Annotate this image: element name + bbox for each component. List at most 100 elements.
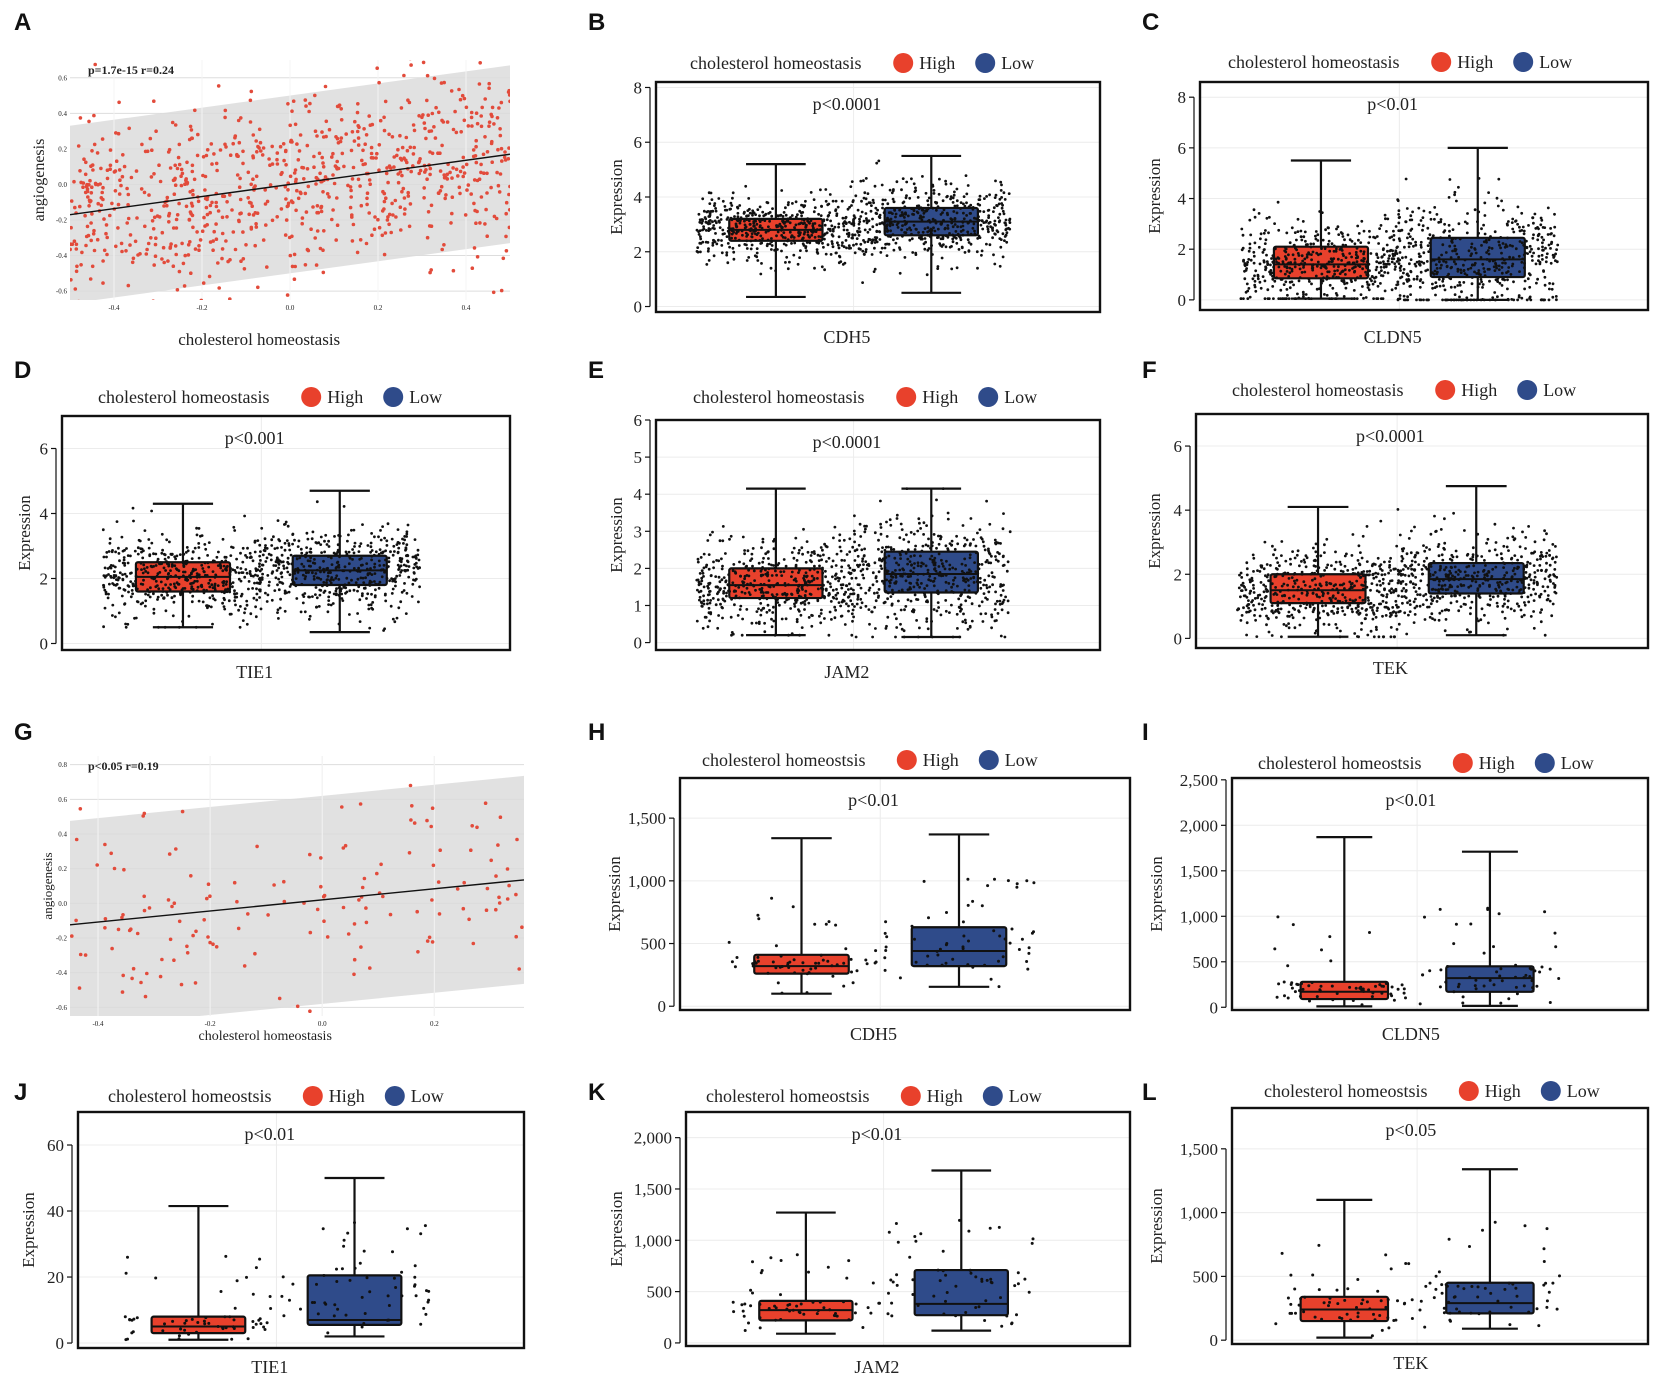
jitter-point [879,499,882,503]
jitter-point [819,612,823,615]
jitter-point [749,247,753,251]
jitter-point [870,204,873,208]
scatter-point [442,176,447,180]
jitter-point [960,562,964,566]
jitter-point [776,598,779,601]
jitter-point [268,580,271,584]
jitter-point [793,226,796,229]
jitter-point [1263,242,1267,246]
jitter-point [770,244,774,247]
jitter-point [1458,281,1461,284]
jitter-point [239,567,243,570]
jitter-point [1540,235,1544,239]
jitter-point [234,571,238,574]
jitter-point [922,533,925,536]
jitter-point [1409,270,1413,274]
scatter-point [312,154,316,159]
jitter-point [1302,235,1306,239]
jitter-point [721,597,725,601]
jitter-point [774,596,778,599]
jitter-point [762,606,766,610]
scatter-point [149,175,154,179]
jitter-point [129,595,133,599]
scatter-point [189,201,194,206]
scatter-point [116,202,121,207]
jitter-point [851,222,854,226]
jitter-point [399,600,403,604]
jitter-point [796,213,799,217]
jitter-point [197,527,201,530]
jitter-point [118,571,122,575]
jitter-point [273,547,277,550]
jitter-point [932,192,936,195]
x-tick-label: -0.4 [108,304,120,312]
jitter-point [741,617,744,621]
scatter-point [387,132,391,137]
jitter-point [1541,245,1544,249]
scatter-point [356,143,361,147]
scatter-point [181,261,186,266]
jitter-point [245,571,249,575]
jitter-point [337,566,341,569]
jitter-point [891,588,894,592]
jitter-point [1419,240,1423,244]
scatter-point [507,192,510,197]
scatter-point [500,159,504,163]
scatter-point [430,111,435,116]
jitter-point [1455,252,1459,256]
jitter-point [123,588,127,592]
jitter-point [1271,277,1275,281]
jitter-point [1004,218,1008,222]
jitter-point [825,218,829,222]
jitter-point [1419,243,1423,247]
jitter-point [1456,267,1460,271]
jitter-point [706,210,710,213]
jitter-point [240,571,244,574]
jitter-point [131,582,135,586]
jitter-point [254,567,258,571]
jitter-point [889,546,893,549]
jitter-point [1001,555,1005,559]
jitter-point [822,218,826,222]
jitter-point [307,571,310,574]
jitter-point [1382,265,1386,269]
jitter-point [820,265,824,269]
panel-letter: E [588,357,604,384]
jitter-point [1518,229,1522,233]
jitter-point [318,593,322,597]
jitter-point [1002,598,1006,602]
jitter-point [845,553,849,556]
jitter-point [1512,280,1515,284]
jitter-point [723,586,727,590]
jitter-point [1473,248,1477,251]
jitter-point [164,609,168,613]
jitter-point [767,562,771,566]
jitter-point [1311,250,1315,254]
jitter-point [923,595,927,599]
jitter-point [762,591,765,594]
jitter-point [1417,260,1421,263]
jitter-point [302,565,306,568]
jitter-point [837,246,841,250]
jitter-point [738,221,742,225]
jitter-point [698,595,702,599]
x-tick-label: 0.4 [462,304,471,312]
scatter-point [223,108,228,113]
jitter-point [1449,285,1453,289]
jitter-point [1547,298,1551,302]
box-iqr [883,550,979,594]
scatter-point [474,144,478,149]
jitter-point [1439,218,1443,221]
scatter-point [140,142,144,147]
jitter-point [1308,280,1311,283]
jitter-point [953,217,957,221]
jitter-point [756,208,760,212]
jitter-point [224,583,228,586]
jitter-point [1525,239,1528,243]
jitter-point [731,246,735,250]
jitter-point [792,236,796,239]
jitter-point [1450,241,1454,244]
scatter-point [249,182,253,187]
jitter-point [123,561,126,565]
jitter-point [1420,260,1423,264]
